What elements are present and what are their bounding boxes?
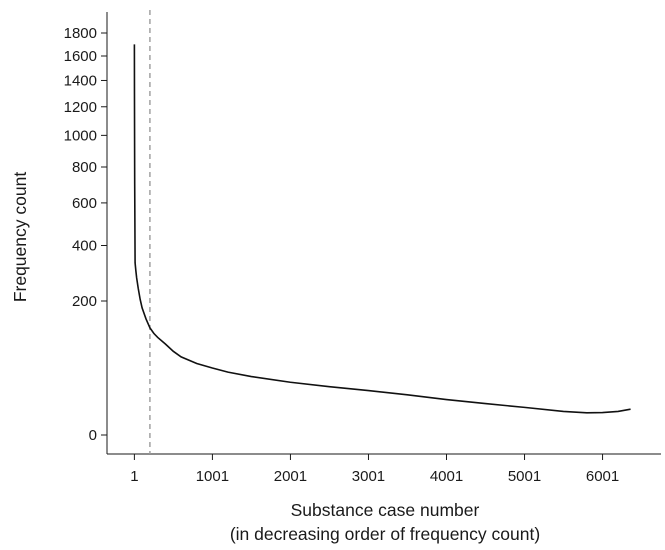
series-line-1 <box>133 44 631 414</box>
y-tick-label: 1000 <box>64 127 97 144</box>
x-tick-label: 5001 <box>508 468 541 485</box>
x-axis-title: Substance case number <box>291 500 480 520</box>
y-tick-label: 200 <box>72 293 97 310</box>
axes <box>106 12 661 455</box>
x-tick-label: 1 <box>130 468 138 485</box>
plot-marks <box>133 10 631 454</box>
x-tick-label: 6001 <box>586 468 619 485</box>
y-axis-title: Frequency count <box>10 172 30 302</box>
x-tick-label: 4001 <box>430 468 463 485</box>
y-axis-ticks: 0 200 400 600 800 1000 1200 1400 1600 1800 <box>64 25 107 444</box>
y-tick-label: 1400 <box>64 72 97 89</box>
x-tick-label: 3001 <box>352 468 385 485</box>
x-tick-label: 2001 <box>274 468 307 485</box>
x-axis-ticks: 1 1001 2001 3001 4001 5001 6001 <box>130 454 619 485</box>
y-tick-label: 400 <box>72 237 97 254</box>
y-tick-label: 1200 <box>64 99 97 116</box>
x-axis-subtitle: (in decreasing order of frequency count) <box>230 524 540 544</box>
y-tick-label: 1600 <box>64 48 97 65</box>
y-tick-label: 1800 <box>64 25 97 42</box>
y-tick-label: 600 <box>72 195 97 212</box>
y-tick-label: 800 <box>72 159 97 176</box>
y-tick-label: 0 <box>89 427 97 444</box>
x-tick-label: 1001 <box>196 468 229 485</box>
